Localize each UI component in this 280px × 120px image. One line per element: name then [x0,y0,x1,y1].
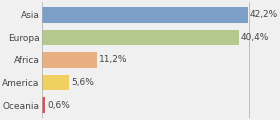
Text: 5,6%: 5,6% [71,78,94,87]
Bar [42,7,248,23]
Bar [42,52,97,68]
Text: 11,2%: 11,2% [99,55,127,64]
Bar [42,97,45,113]
Text: 40,4%: 40,4% [241,33,269,42]
Bar [42,30,239,45]
Text: 0,6%: 0,6% [47,101,70,110]
Text: 42,2%: 42,2% [249,10,278,19]
Bar [42,75,69,90]
